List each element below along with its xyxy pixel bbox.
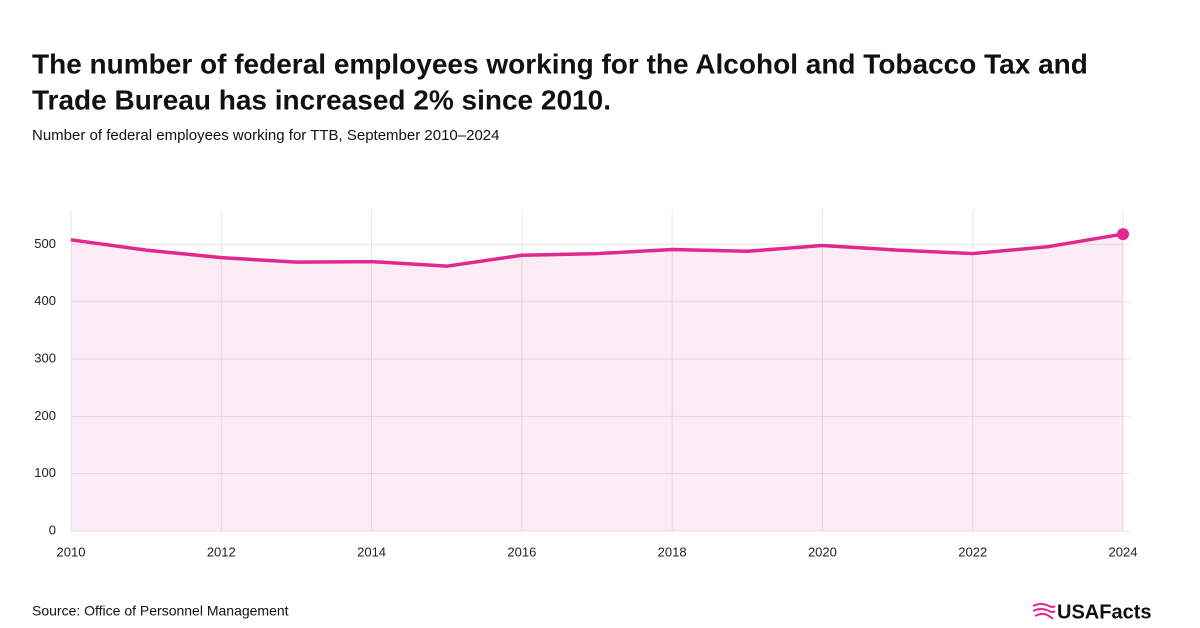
x-tick-label: 2020 — [808, 544, 837, 559]
area-fill — [71, 234, 1123, 531]
logo-text: USAFacts — [1057, 601, 1151, 623]
chart-title-line-2: Trade Bureau has increased 2% since 2010… — [32, 84, 611, 115]
line — [70, 232, 1124, 268]
y-tick-label: 400 — [34, 293, 56, 308]
x-tick-label: 2010 — [57, 544, 86, 559]
x-tick-label: 2022 — [958, 544, 987, 559]
x-tick-label: 2016 — [507, 544, 536, 559]
x-tick-label: 2024 — [1109, 544, 1138, 559]
x-tick-label: 2018 — [658, 544, 687, 559]
chart-subtitle: Number of federal employees working for … — [32, 127, 499, 144]
source: Source: Office of Personnel Management — [32, 603, 289, 619]
x-tick-label: 2012 — [207, 544, 236, 559]
y-tick-label: 300 — [34, 350, 56, 365]
y-tick-label: 200 — [34, 408, 56, 423]
end-point — [1117, 228, 1129, 241]
logo-icon — [1032, 603, 1056, 620]
y-tick-label: 500 — [34, 236, 56, 251]
x-tick-label: 2014 — [357, 544, 386, 559]
chart-title-line-1: The number of federal employees working … — [32, 48, 1088, 79]
y-tick-label: 100 — [34, 465, 56, 480]
y-tick-label: 0 — [49, 522, 56, 537]
